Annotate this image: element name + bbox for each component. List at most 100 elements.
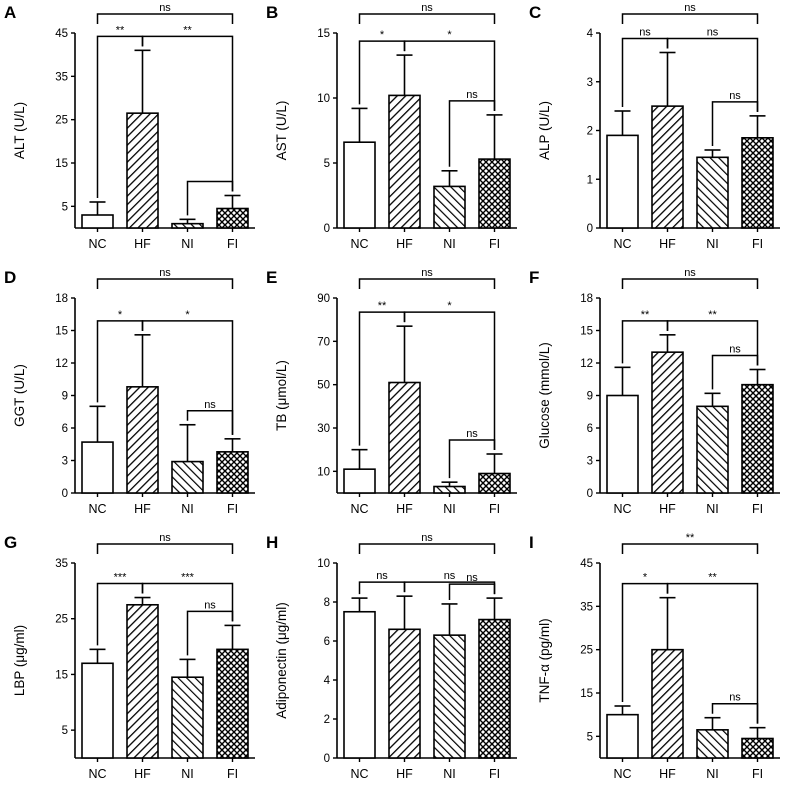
y-tick-label: 35	[55, 71, 68, 83]
y-axis-label: GGT (U/L)	[12, 364, 27, 427]
significance-bracket	[358, 581, 406, 595]
bar-fi	[741, 137, 774, 229]
bar-ni	[171, 460, 204, 494]
y-tick-label: 0	[324, 753, 330, 765]
significance-label: ns	[639, 27, 651, 39]
significance-label: **	[708, 309, 717, 321]
category-label-hf: HF	[134, 502, 151, 516]
significance-label: **	[183, 24, 192, 36]
y-tick-label: 10	[317, 466, 330, 478]
bar-nc	[81, 662, 114, 759]
significance-label: **	[116, 24, 125, 36]
significance-label: ns	[729, 344, 741, 356]
bar-ni	[696, 729, 729, 759]
y-tick-label: 6	[587, 423, 593, 435]
category-label-nc: NC	[613, 502, 631, 516]
y-tick-label: 15	[317, 28, 330, 40]
category-label-ni: NI	[181, 502, 194, 516]
y-tick-label: 0	[587, 223, 593, 235]
bar-ni	[696, 405, 729, 494]
y-tick-label: 18	[580, 293, 593, 305]
y-tick-label: 12	[55, 358, 68, 370]
y-tick-label: 45	[55, 28, 68, 40]
category-label-nc: NC	[350, 502, 368, 516]
significance-label: ns	[421, 2, 433, 14]
bar-hf	[388, 94, 421, 229]
significance-bracket	[96, 543, 234, 554]
significance-bracket	[186, 410, 234, 435]
y-tick-label: 9	[587, 391, 593, 403]
significance-label: ns	[729, 692, 741, 704]
category-label-ni: NI	[181, 237, 194, 251]
significance-bracket	[711, 702, 759, 724]
category-label-fi: FI	[227, 767, 238, 781]
panel-a: A ALT (U/L) 5 15 25 35 45 NC HF NI FI ** ** ns	[4, 2, 255, 251]
significance-label: *	[118, 309, 123, 321]
category-label-nc: NC	[613, 767, 631, 781]
y-axis-label: LBP (μg/ml)	[12, 625, 27, 696]
category-label-ni: NI	[181, 767, 194, 781]
y-tick-label: 9	[62, 391, 68, 403]
significance-bracket	[666, 582, 759, 724]
category-label-nc: NC	[88, 237, 106, 251]
y-tick-label: 0	[587, 488, 593, 500]
bar-hf	[388, 381, 421, 494]
bar-fi	[478, 472, 511, 494]
bar-hf	[126, 603, 159, 759]
y-axis-label: Adiponectin (μg/ml)	[274, 602, 289, 719]
significance-label: ns	[466, 428, 478, 440]
bar-fi	[216, 207, 249, 229]
y-tick-label: 12	[580, 358, 593, 370]
significance-label: ns	[466, 89, 478, 101]
category-label-fi: FI	[752, 767, 763, 781]
y-tick-label: 25	[55, 614, 68, 626]
category-label-nc: NC	[613, 237, 631, 251]
significance-label: ns	[421, 267, 433, 279]
panel-letter: E	[266, 268, 277, 287]
significance-bracket	[141, 320, 234, 435]
bar-fi	[478, 618, 511, 759]
category-label-nc: NC	[350, 767, 368, 781]
significance-bracket	[621, 13, 759, 24]
y-tick-label: 3	[587, 77, 593, 89]
significance-label: ns	[684, 2, 696, 14]
bar-fi	[216, 451, 249, 494]
category-label-ni: NI	[706, 767, 719, 781]
y-axis-label: ALP (U/L)	[537, 101, 552, 160]
category-label-fi: FI	[489, 237, 500, 251]
category-label-hf: HF	[134, 767, 151, 781]
bar-hf	[651, 351, 684, 494]
category-label-fi: FI	[752, 237, 763, 251]
bar-fi	[741, 383, 774, 494]
y-axis-label: TNF-α (pg/ml)	[537, 618, 552, 702]
significance-bracket	[96, 13, 234, 24]
category-label-hf: HF	[134, 237, 151, 251]
y-tick-label: 3	[62, 456, 68, 468]
panel-c: C ALP (U/L) 0 1 2 3 4 NC HF NI FI ns ns ns ns	[529, 2, 780, 251]
significance-label: ns	[159, 2, 171, 14]
y-tick-label: 45	[580, 558, 593, 570]
bar-nc	[343, 468, 376, 494]
bar-fi	[478, 158, 511, 229]
bar-ni	[433, 485, 466, 494]
y-tick-label: 15	[55, 158, 68, 170]
significance-label: *	[447, 300, 452, 312]
bar-hf	[651, 648, 684, 759]
y-tick-label: 3	[587, 456, 593, 468]
category-label-hf: HF	[659, 237, 676, 251]
y-tick-label: 30	[317, 423, 330, 435]
y-tick-label: 35	[580, 601, 593, 613]
category-label-nc: NC	[88, 502, 106, 516]
bar-ni	[433, 634, 466, 759]
y-tick-label: 5	[587, 731, 593, 743]
category-label-ni: NI	[706, 502, 719, 516]
y-axis-label: ALT (U/L)	[12, 102, 27, 159]
significance-bracket	[666, 320, 759, 366]
bar-ni	[171, 676, 204, 759]
significance-bracket	[448, 583, 496, 600]
significance-bracket	[358, 543, 496, 554]
bar-nc	[606, 394, 639, 494]
significance-label: ns	[159, 532, 171, 544]
y-axis-label: AST (U/L)	[274, 101, 289, 161]
